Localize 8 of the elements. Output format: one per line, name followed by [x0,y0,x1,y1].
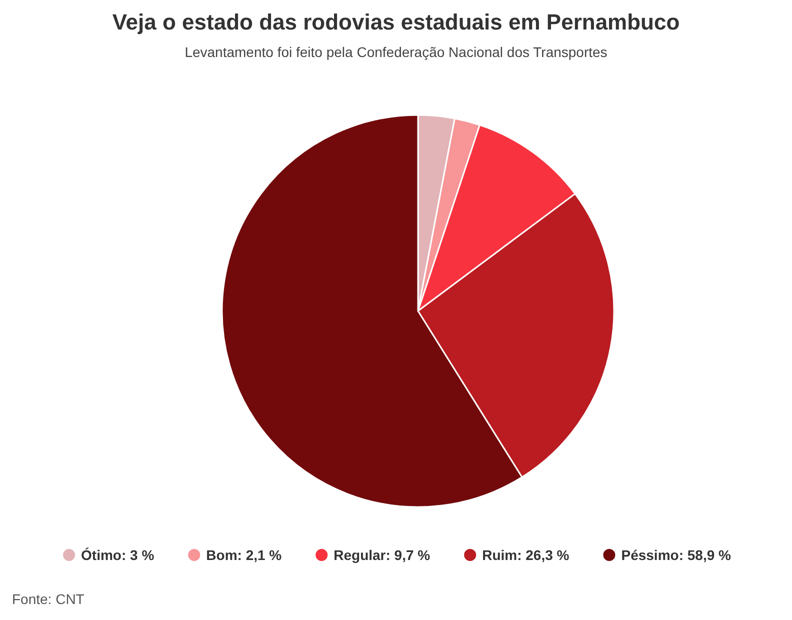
legend-label: Ruim: 26,3 % [482,547,570,563]
chart-subtitle: Levantamento foi feito pela Confederação Nacional dos Transportes [184,44,608,60]
legend-label: Ótimo: 3 % [81,547,155,563]
legend-label: Péssimo: 58,9 % [621,547,732,563]
chart-title: Veja o estado das rodovias estaduais em Pernambuco [112,10,680,34]
legend-label: Bom: 2,1 % [206,547,282,563]
legend-label: Regular: 9,7 % [334,547,431,563]
source-note: Fonte: CNT [12,591,85,607]
